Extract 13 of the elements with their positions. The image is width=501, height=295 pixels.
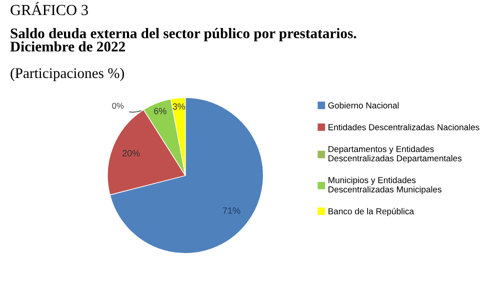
data-label: 6% <box>154 108 166 114</box>
legend-label: Gobierno Nacional <box>328 102 399 108</box>
data-label: 71% <box>222 207 240 214</box>
legend-label: Entidades Descentralizadas Nacionales <box>328 124 480 130</box>
legend-label: Banco de la República <box>328 208 414 216</box>
chart-title: GRÁFICO 3 <box>10 2 88 16</box>
legend-label: Departamentos y Entidades Descentralizadas Departamentales <box>328 146 462 164</box>
data-label: 20% <box>122 150 140 156</box>
legend-label: Municipios y Entidades Descentralizadas Municipales <box>328 176 442 194</box>
pie-slice <box>110 97 264 254</box>
chart-subtitle: Saldo deuda externa del sector público por prestatarios. Diciembre de 2022 <box>10 28 356 52</box>
text: 0% <box>112 102 124 109</box>
text: (Participaciones %) <box>10 68 124 82</box>
